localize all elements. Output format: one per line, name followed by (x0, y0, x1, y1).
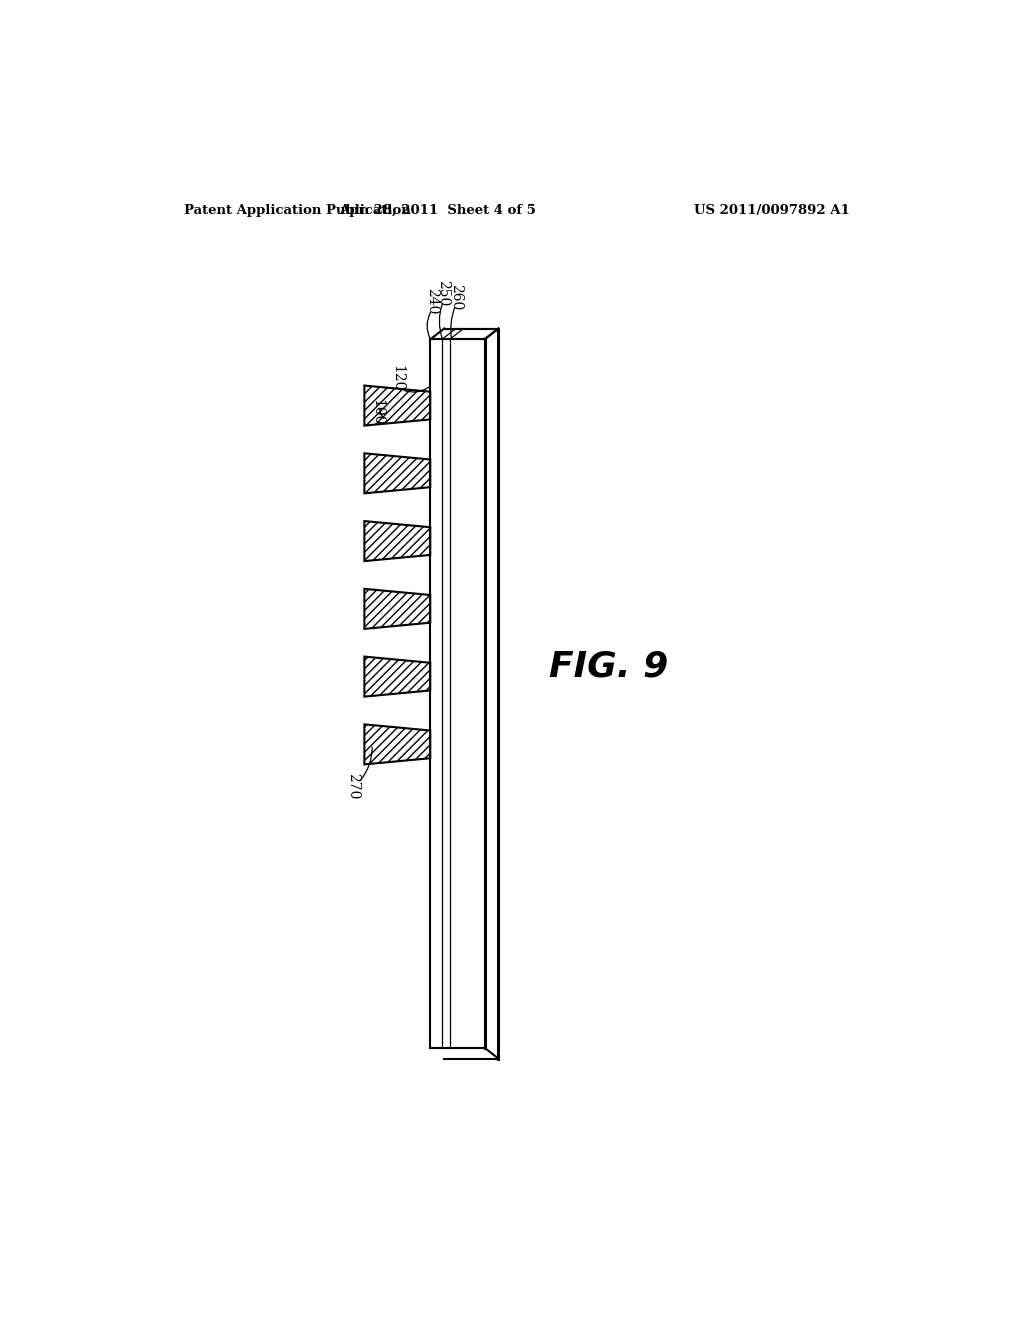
Polygon shape (365, 521, 430, 561)
Polygon shape (365, 453, 430, 494)
Polygon shape (365, 589, 430, 628)
Text: 250: 250 (436, 280, 451, 306)
Text: Apr. 28, 2011  Sheet 4 of 5: Apr. 28, 2011 Sheet 4 of 5 (340, 205, 537, 218)
Text: 270: 270 (346, 772, 359, 799)
Text: 240: 240 (425, 288, 439, 314)
Text: US 2011/0097892 A1: US 2011/0097892 A1 (693, 205, 850, 218)
Polygon shape (365, 725, 430, 764)
Text: 100: 100 (371, 400, 385, 425)
Text: Patent Application Publication: Patent Application Publication (183, 205, 411, 218)
Text: FIG. 9: FIG. 9 (549, 649, 668, 684)
Polygon shape (365, 385, 430, 425)
Text: 120: 120 (391, 364, 404, 391)
Text: 260: 260 (449, 284, 463, 310)
Polygon shape (365, 656, 430, 697)
